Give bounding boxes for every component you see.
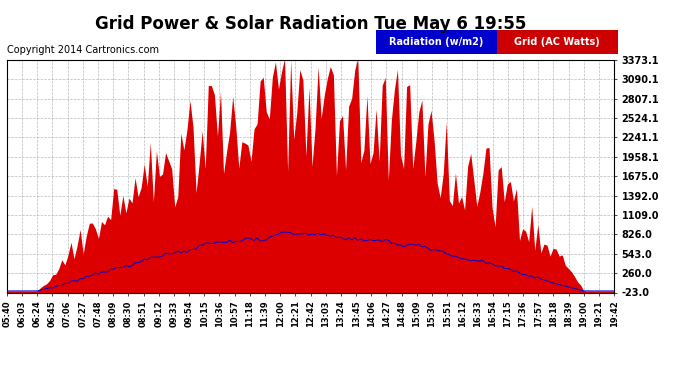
Text: Grid (AC Watts): Grid (AC Watts): [514, 37, 600, 47]
Text: Copyright 2014 Cartronics.com: Copyright 2014 Cartronics.com: [7, 45, 159, 55]
Text: Radiation (w/m2): Radiation (w/m2): [389, 37, 484, 47]
Text: Grid Power & Solar Radiation Tue May 6 19:55: Grid Power & Solar Radiation Tue May 6 1…: [95, 15, 526, 33]
